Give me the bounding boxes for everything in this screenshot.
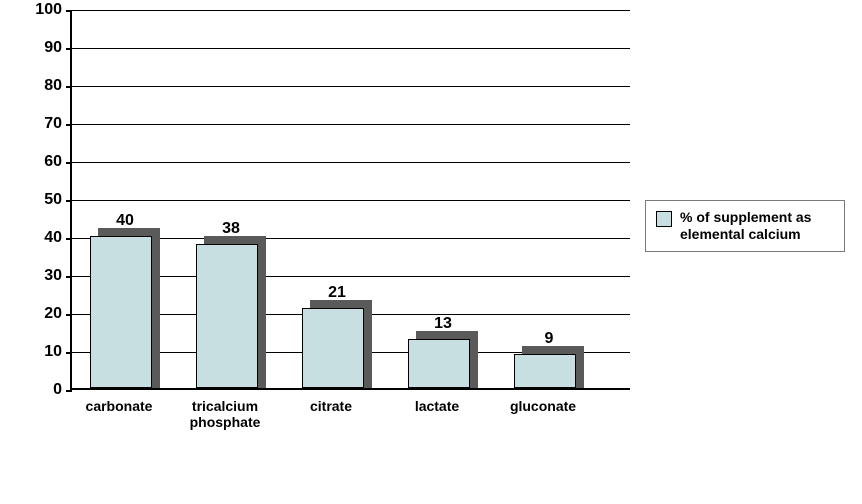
bar: [408, 339, 470, 388]
bar: [514, 354, 576, 388]
y-tick-label: 0: [12, 381, 62, 399]
page: 0 10 20 30 40 50 60 70 80 90 100 40 38 21 13 9 carbona…: [0, 0, 862, 504]
y-tick-label: 50: [12, 191, 62, 209]
legend-swatch-icon: [656, 211, 672, 227]
x-tick-label: gluconate: [488, 398, 598, 414]
bar-value-label: 38: [222, 220, 240, 238]
y-tick-mark: [66, 48, 72, 50]
y-tick-mark: [66, 124, 72, 126]
y-tick-mark: [66, 238, 72, 240]
gridline: [72, 86, 630, 87]
gridline: [72, 162, 630, 163]
bar: [90, 236, 152, 388]
legend: % of supplement as elemental calcium: [645, 200, 845, 252]
y-tick-mark: [66, 86, 72, 88]
y-tick-label: 10: [12, 343, 62, 361]
y-tick-mark: [66, 162, 72, 164]
y-tick-label: 40: [12, 229, 62, 247]
bar-value-label: 9: [545, 330, 554, 348]
y-tick-mark: [66, 200, 72, 202]
bar: [196, 244, 258, 388]
gridline: [72, 200, 630, 201]
y-tick-label: 20: [12, 305, 62, 323]
plot-area: 40 38 21 13 9: [70, 10, 630, 390]
bar: [302, 308, 364, 388]
y-tick-label: 70: [12, 115, 62, 133]
y-tick-mark: [66, 314, 72, 316]
legend-item: % of supplement as elemental calcium: [656, 209, 834, 243]
x-tick-label: tricalcium phosphate: [170, 398, 280, 430]
x-axis: carbonatetricalcium phosphatecitratelact…: [70, 392, 630, 462]
y-axis: 0102030405060708090100: [10, 10, 70, 390]
y-tick-label: 30: [12, 267, 62, 285]
bar-value-label: 40: [116, 212, 134, 230]
y-tick-label: 90: [12, 39, 62, 57]
gridline: [72, 48, 630, 49]
gridline: [72, 10, 630, 11]
y-tick-label: 80: [12, 77, 62, 95]
bar-value-label: 21: [328, 284, 346, 302]
legend-text: % of supplement as elemental calcium: [680, 209, 834, 243]
x-tick-label: carbonate: [64, 398, 174, 414]
y-tick-mark: [66, 352, 72, 354]
x-tick-label: citrate: [276, 398, 386, 414]
y-tick-mark: [66, 10, 72, 12]
bar-chart: 0102030405060708090100 403821139 carbona…: [10, 10, 630, 470]
y-tick-label: 60: [12, 153, 62, 171]
y-tick-label: 100: [12, 1, 62, 19]
y-tick-mark: [66, 276, 72, 278]
x-tick-label: lactate: [382, 398, 492, 414]
bar-value-label: 13: [434, 315, 452, 333]
gridline: [72, 124, 630, 125]
